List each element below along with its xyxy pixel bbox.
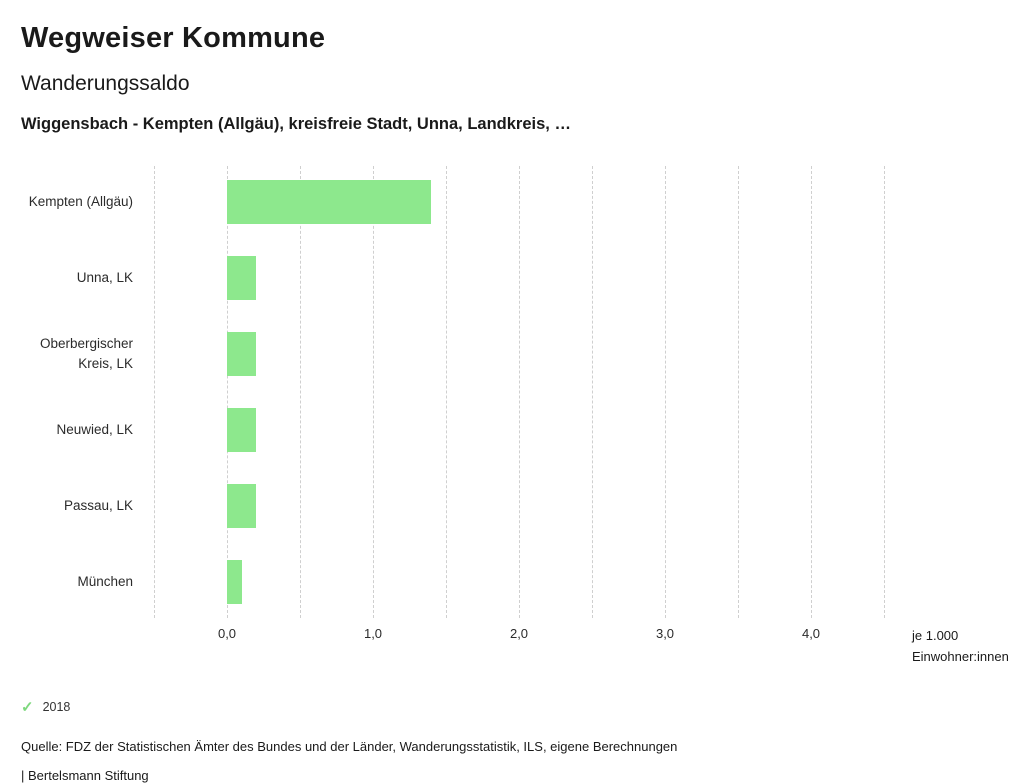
x-tick-label: 3,0	[655, 626, 675, 641]
migration-balance-bar-chart: Kempten (Allgäu) Unna, LK Oberbergischer K…	[21, 164, 1009, 668]
axis-unit-line-2: Einwohner:innen	[912, 648, 1009, 664]
chart-plot-area: Kempten (Allgäu) Unna, LK Oberbergischer K…	[21, 164, 1003, 620]
category-label: Kempten (Allgäu)	[28, 193, 133, 209]
category-label: Oberbergischer Kreis, LK	[39, 335, 133, 371]
bar[interactable]	[227, 180, 432, 224]
chart-title: Wanderungssaldo	[21, 72, 190, 95]
chart-row	[154, 164, 884, 240]
x-tick-label: 1,0	[363, 626, 383, 641]
bar[interactable]	[227, 484, 257, 528]
x-axis-ticks: 0,0 1,0 2,0 3,0 4,0	[154, 626, 884, 646]
legend-label: 2018	[42, 700, 71, 715]
bar[interactable]	[227, 332, 257, 376]
x-tick-label: 2,0	[509, 626, 529, 641]
legend-item-2018[interactable]: ✓ 2018	[21, 700, 1003, 715]
source-text: Quelle: FDZ der Statistischen Ämter des …	[21, 738, 678, 754]
page-title: Wegweiser Kommune	[21, 22, 326, 54]
bar[interactable]	[227, 256, 257, 300]
axis-unit-line-1: je 1.000	[912, 628, 959, 643]
chart-selection: Wiggensbach - Kempten (Allgäu), kreisfre…	[21, 115, 571, 133]
chart-row	[154, 544, 884, 620]
x-tick-label: 4,0	[801, 626, 821, 641]
bars-container	[154, 164, 884, 620]
plot-region	[154, 164, 885, 620]
category-label: Neuwied, LK	[56, 421, 133, 437]
chart-row	[154, 316, 884, 392]
bar[interactable]	[227, 560, 242, 604]
x-axis: 0,0 1,0 2,0 3,0 4,0 je 1.000 Einwohner:innen	[21, 626, 1009, 668]
category-label: München	[77, 573, 133, 589]
check-icon: ✓	[21, 698, 34, 716]
x-tick-label: 0,0	[217, 626, 237, 641]
attribution-text: | Bertelsmann Stiftung	[21, 767, 149, 783]
axis-unit-label: je 1.000 Einwohner:innen	[912, 626, 1009, 668]
chart-row	[154, 392, 884, 468]
category-label: Passau, LK	[63, 497, 133, 513]
bar[interactable]	[227, 408, 257, 452]
chart-row	[154, 468, 884, 544]
category-axis: Kempten (Allgäu) Unna, LK Oberbergischer K…	[21, 164, 133, 620]
chart-row	[154, 240, 884, 316]
category-label: Unna, LK	[76, 269, 133, 285]
